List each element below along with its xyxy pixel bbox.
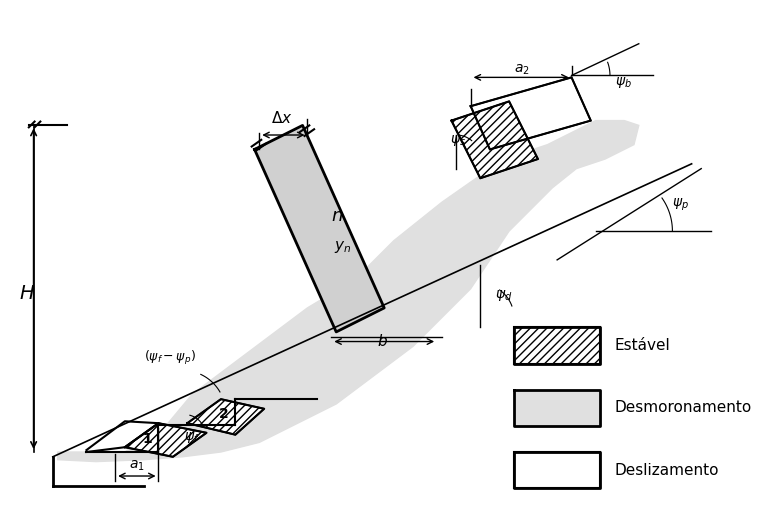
Text: Estável: Estável bbox=[615, 338, 670, 353]
Text: 1: 1 bbox=[142, 432, 152, 446]
Text: 2: 2 bbox=[219, 408, 229, 421]
Text: $a_1$: $a_1$ bbox=[130, 458, 145, 473]
Text: $\psi_s$: $\psi_s$ bbox=[449, 133, 466, 148]
Text: Desmoronamento: Desmoronamento bbox=[615, 400, 752, 415]
Polygon shape bbox=[514, 390, 601, 426]
Polygon shape bbox=[471, 78, 591, 150]
Polygon shape bbox=[125, 423, 206, 457]
Text: $y_n$: $y_n$ bbox=[334, 240, 352, 255]
Text: H: H bbox=[19, 284, 34, 303]
Polygon shape bbox=[452, 101, 538, 178]
Text: Deslizamento: Deslizamento bbox=[615, 463, 719, 478]
Text: $\psi_p$: $\psi_p$ bbox=[673, 197, 689, 213]
Polygon shape bbox=[86, 421, 158, 452]
Polygon shape bbox=[187, 399, 264, 435]
Polygon shape bbox=[57, 121, 639, 462]
Text: $\psi_d$: $\psi_d$ bbox=[494, 288, 512, 303]
Polygon shape bbox=[514, 327, 601, 363]
Text: $\psi_b$: $\psi_b$ bbox=[615, 75, 632, 90]
Polygon shape bbox=[255, 125, 384, 332]
Text: $a_2$: $a_2$ bbox=[514, 63, 529, 77]
Text: n: n bbox=[331, 208, 343, 226]
Text: $(\psi_f-\psi_p)$: $(\psi_f-\psi_p)$ bbox=[144, 349, 196, 367]
Polygon shape bbox=[514, 452, 601, 488]
Text: $\Delta x$: $\Delta x$ bbox=[271, 111, 293, 126]
Text: $\psi_f$: $\psi_f$ bbox=[184, 430, 200, 446]
Text: b: b bbox=[377, 334, 387, 350]
